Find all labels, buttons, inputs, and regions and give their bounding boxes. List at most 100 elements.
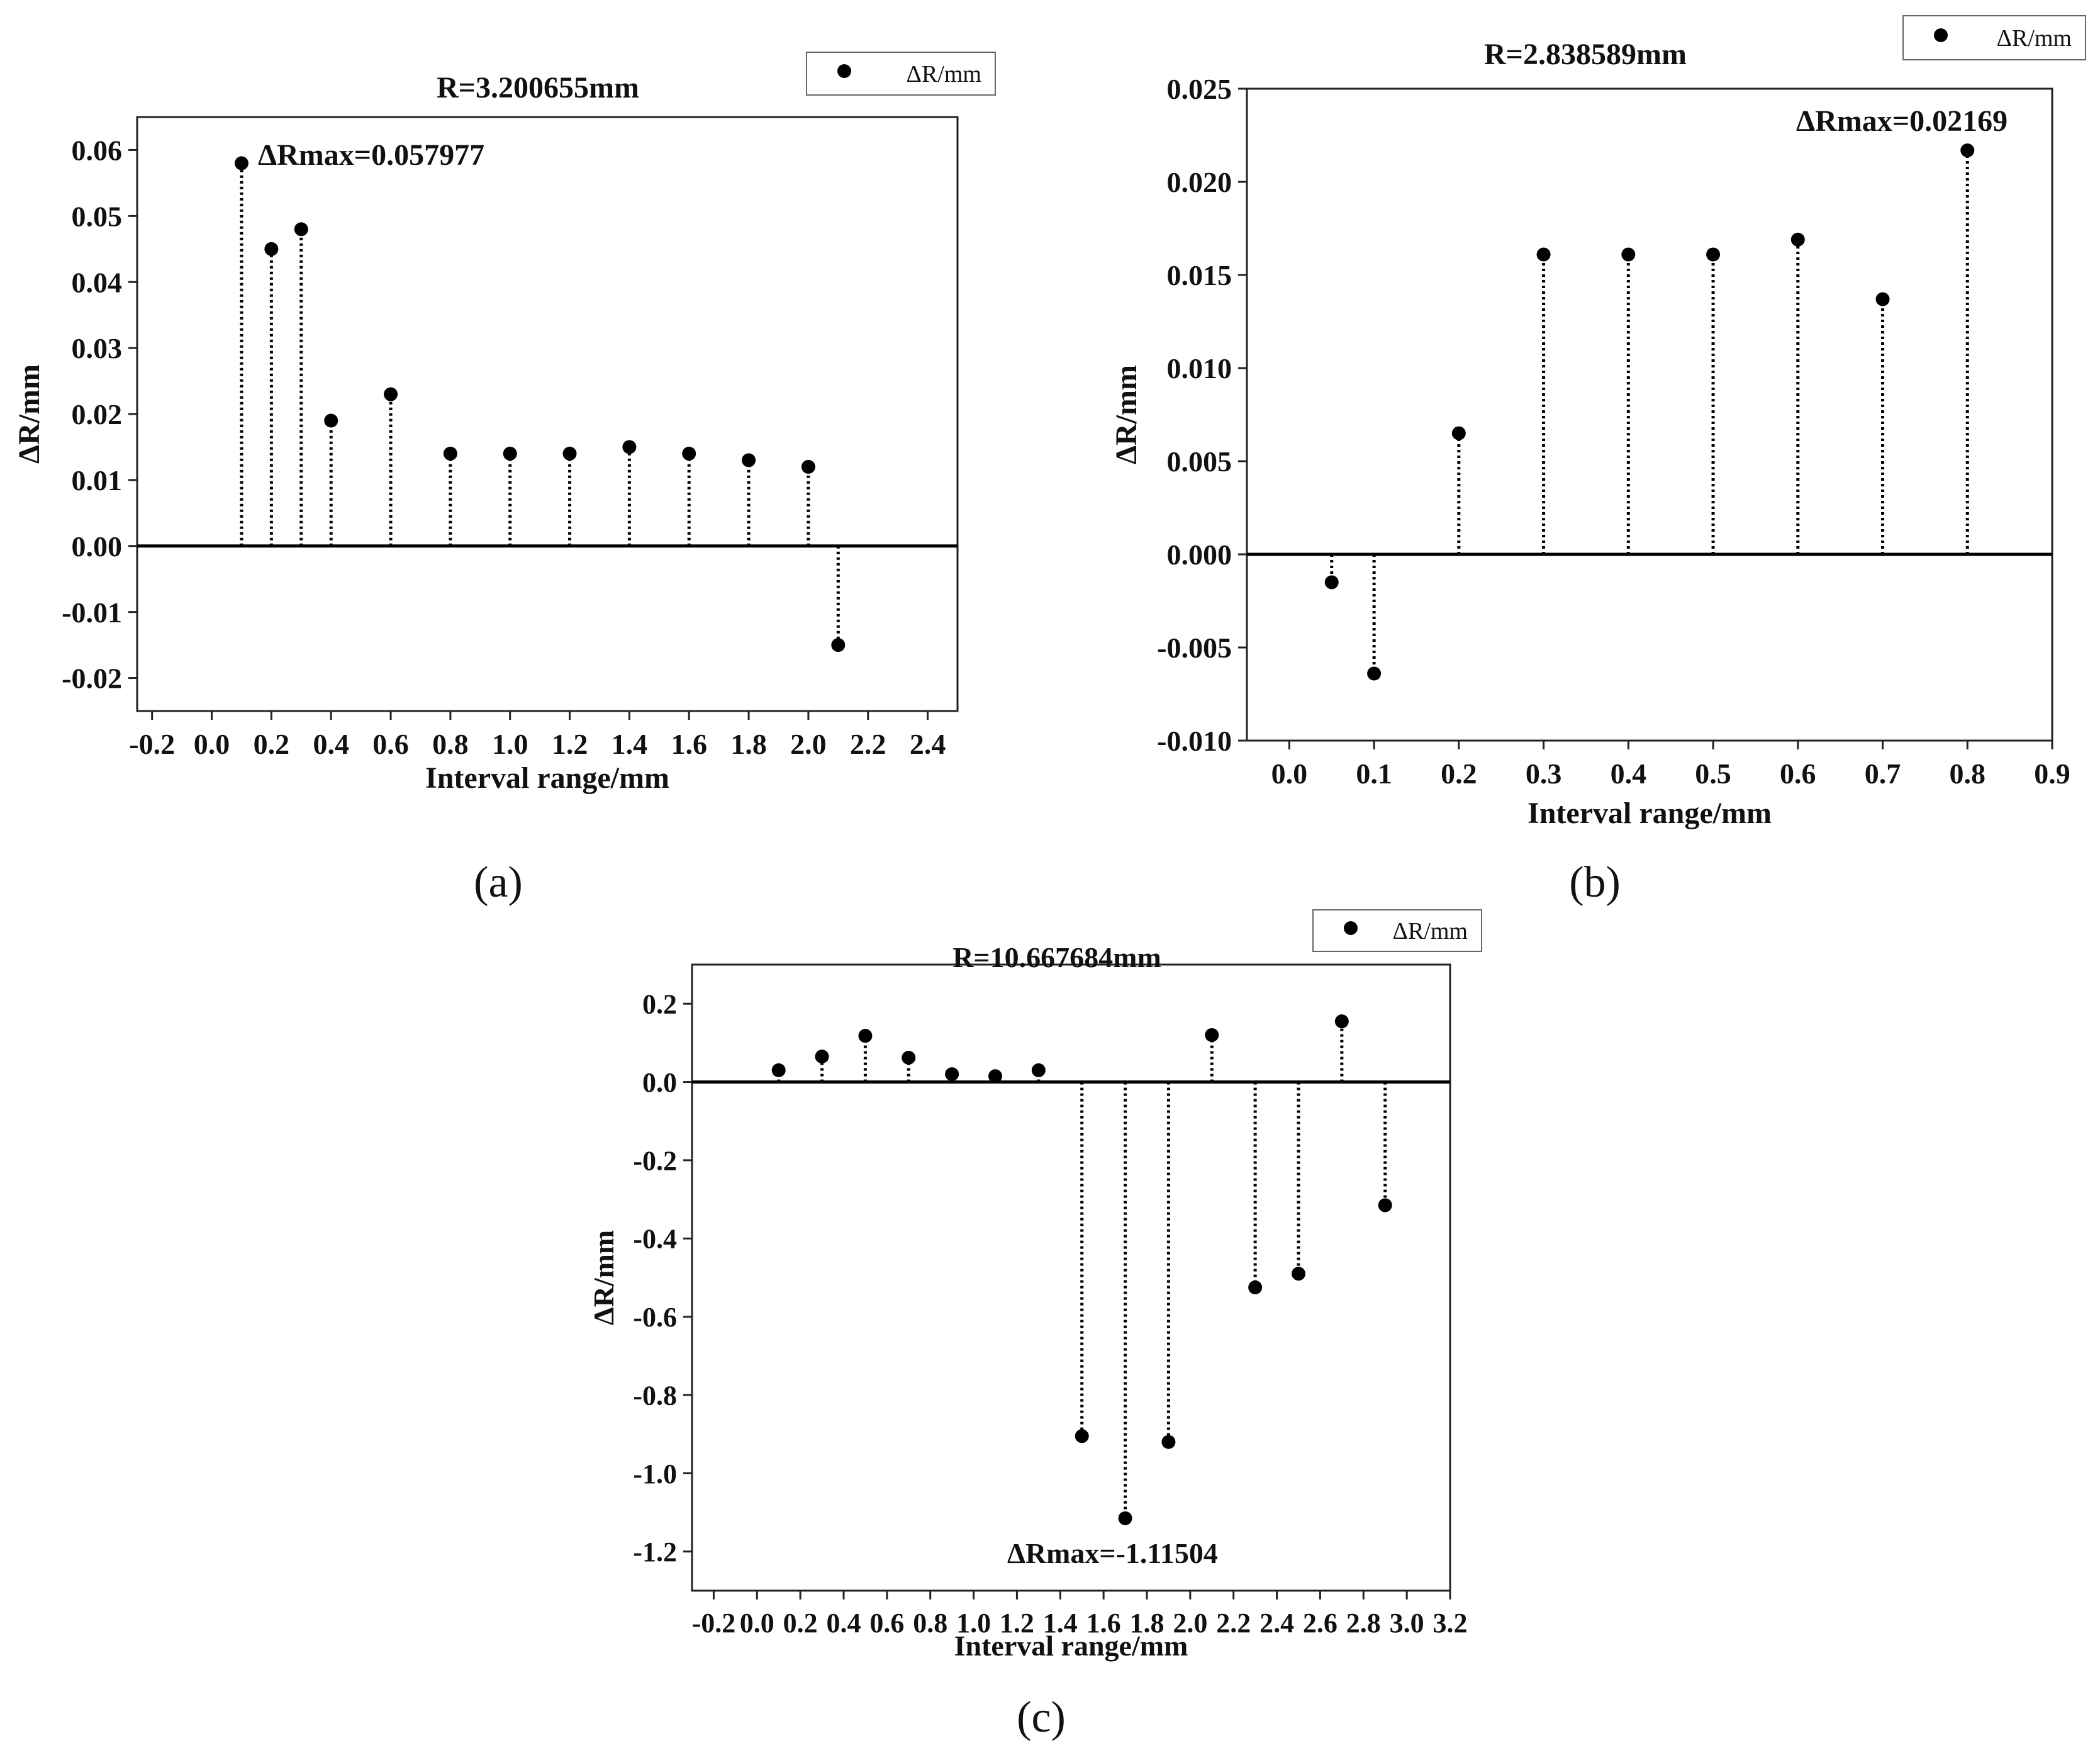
- y-tick-label: -0.005: [1157, 632, 1232, 664]
- x-tick-label: 0.2: [1441, 758, 1477, 790]
- x-tick-label: 0.0: [740, 1608, 774, 1638]
- data-point: [945, 1067, 959, 1082]
- x-tick-label: 2.0: [1173, 1608, 1207, 1638]
- data-point: [503, 446, 517, 461]
- legend-marker: [837, 64, 851, 78]
- legend-box: [1312, 909, 1482, 952]
- x-axis-label: Interval range/mm: [425, 761, 669, 795]
- x-tick-label: 0.0: [1271, 758, 1308, 790]
- panel-label: (a): [474, 858, 523, 907]
- data-point: [1205, 1028, 1219, 1042]
- plot-frame: [691, 963, 1451, 1592]
- x-tick-label: 3.2: [1433, 1608, 1468, 1638]
- legend-label: ΔR/mm: [1393, 918, 1468, 944]
- chart-panel-0: -0.02 -0.01 0.00 0.01 0.02 0.03 0.04 0.05 0.06 -0…: [13, 52, 996, 907]
- x-tick-label: 2.4: [910, 728, 946, 760]
- y-tick-label: 0.06: [72, 135, 123, 167]
- data-point: [1075, 1429, 1089, 1443]
- plot-frame: [136, 116, 959, 712]
- chart-panel-2: -1.2-1.0-0.8-0.6-0.4-0.20.00.2-0.2 0.0 0.2…: [588, 909, 1482, 1742]
- x-tick-label: 3.0: [1390, 1608, 1424, 1638]
- y-tick-label: 0.02: [72, 398, 123, 430]
- x-tick-label: 1.8: [730, 728, 767, 760]
- x-tick-label: 2.2: [1216, 1608, 1251, 1638]
- y-tick-label: -0.01: [62, 596, 122, 629]
- y-tick-label: -1.2: [633, 1537, 677, 1567]
- data-point: [562, 446, 577, 461]
- data-point: [1324, 575, 1339, 590]
- data-point: [988, 1069, 1002, 1084]
- max-annotation: ΔRmax=0.02169: [1796, 104, 2008, 138]
- data-point: [682, 446, 696, 461]
- x-tick-label: 1.6: [1086, 1608, 1121, 1638]
- data-point: [1378, 1198, 1392, 1213]
- y-axis-label: ΔR/mm: [1110, 365, 1143, 464]
- x-tick-label: 0.2: [783, 1608, 818, 1638]
- chart-title: R=2.838589mm: [1484, 38, 1687, 71]
- x-tick-label: 1.4: [612, 728, 648, 760]
- x-tick-label: 0.6: [869, 1608, 904, 1638]
- y-tick-label: 0.04: [72, 266, 123, 298]
- y-tick-label: -0.2: [633, 1145, 677, 1176]
- y-tick-label: 0.005: [1167, 445, 1232, 478]
- data-point: [1790, 232, 1805, 247]
- data-point: [858, 1029, 873, 1043]
- x-tick-label: 1.0: [956, 1608, 991, 1638]
- y-tick-label: 0.00: [72, 530, 123, 563]
- x-tick-label: 0.4: [827, 1608, 861, 1638]
- x-tick-label: 0.4: [313, 728, 349, 760]
- data-point: [1960, 143, 1975, 157]
- y-tick-label: 0.015: [1167, 259, 1232, 291]
- max-annotation: ΔRmax=0.057977: [258, 138, 484, 172]
- data-point: [1621, 247, 1636, 262]
- y-tick-label: 0.025: [1167, 73, 1232, 105]
- x-tick-label: 0.1: [1356, 758, 1392, 790]
- data-point: [1367, 666, 1382, 681]
- data-point: [1031, 1063, 1046, 1077]
- x-tick-label: 2.0: [790, 728, 827, 760]
- x-tick-label: 0.3: [1526, 758, 1562, 790]
- x-tick-label: 0.6: [372, 728, 409, 760]
- x-axis-label: Interval range/mm: [1528, 797, 1772, 830]
- y-axis-label: ΔR/mm: [588, 1230, 620, 1325]
- data-point: [622, 440, 637, 454]
- x-tick-label: 2.4: [1259, 1608, 1294, 1638]
- data-point: [815, 1050, 829, 1064]
- x-tick-label: 1.4: [1043, 1608, 1078, 1638]
- y-tick-label: 0.2: [642, 989, 677, 1020]
- data-point: [742, 453, 756, 468]
- x-tick-label: 1.2: [552, 728, 588, 760]
- x-tick-label: 2.6: [1303, 1608, 1338, 1638]
- data-point: [1334, 1014, 1349, 1029]
- x-axis-label: Interval range/mm: [954, 1630, 1188, 1662]
- y-tick-label: 0.000: [1167, 539, 1232, 571]
- plot-frame: [1246, 87, 2053, 742]
- panel-label: (c): [1017, 1693, 1066, 1742]
- data-point: [831, 638, 846, 652]
- x-tick-label: -0.2: [129, 728, 175, 760]
- x-tick-label: 0.0: [194, 728, 230, 760]
- legend: ΔR/mm: [1312, 909, 1482, 952]
- data-point: [1248, 1280, 1263, 1295]
- data-point: [1292, 1267, 1305, 1281]
- y-tick-label: -0.010: [1157, 725, 1232, 757]
- data-point: [443, 446, 457, 461]
- data-point: [1451, 426, 1466, 440]
- x-tick-label: 0.7: [1865, 758, 1901, 790]
- x-tick-label: 1.0: [492, 728, 528, 760]
- data-point: [801, 459, 815, 474]
- x-tick-label: 0.8: [913, 1608, 947, 1638]
- data-point: [902, 1051, 916, 1065]
- data-point: [1706, 247, 1721, 262]
- x-tick-label: 0.8: [1950, 758, 1986, 790]
- y-tick-label: 0.0: [642, 1067, 677, 1098]
- y-tick-label: -0.8: [633, 1380, 677, 1411]
- y-tick-label: -0.4: [633, 1224, 677, 1255]
- x-tick-label: 1.8: [1130, 1608, 1164, 1638]
- data-point: [384, 387, 398, 401]
- x-tick-label: 0.4: [1611, 758, 1647, 790]
- legend-marker: [1934, 28, 1948, 42]
- x-tick-label: 1.2: [1000, 1608, 1034, 1638]
- max-annotation: ΔRmax=-1.11504: [1007, 1537, 1218, 1569]
